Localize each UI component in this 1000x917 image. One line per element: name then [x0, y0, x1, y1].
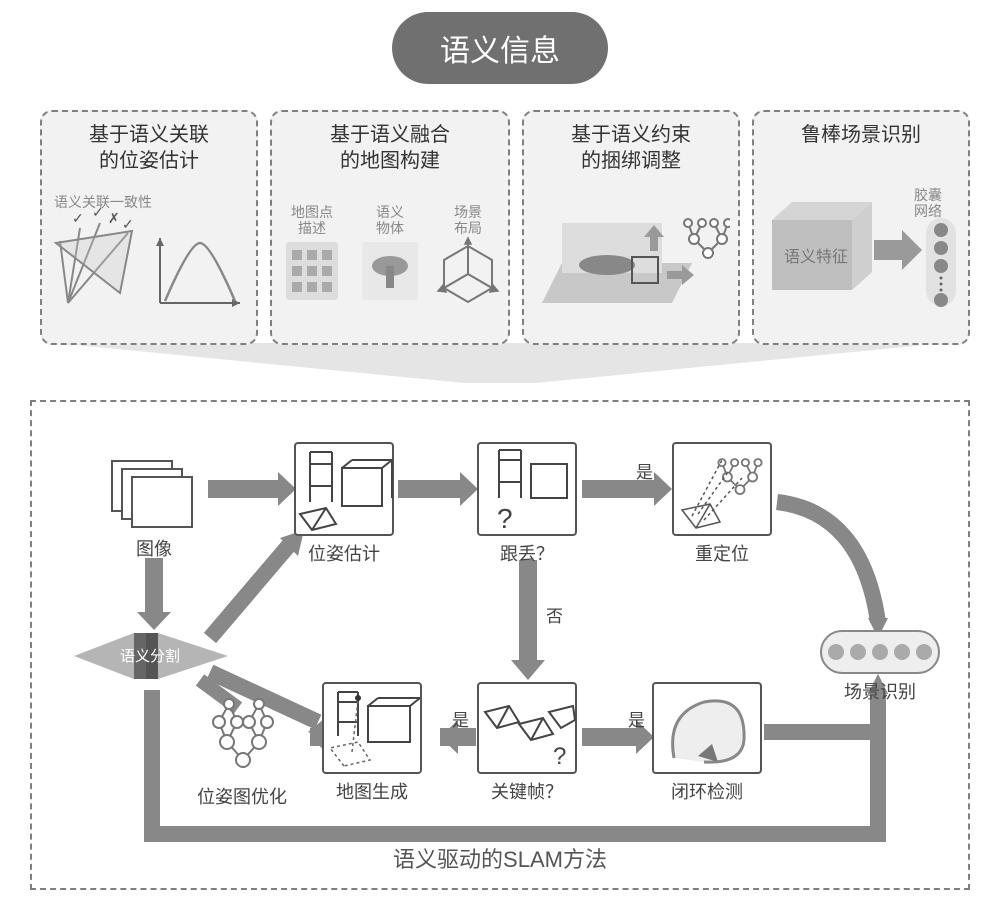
- svg-text:✓: ✓: [72, 210, 84, 226]
- node-map: 地图生成: [322, 682, 422, 804]
- node-scene-rec: 场景识别: [820, 630, 940, 704]
- lower-flowchart: 图像 语义分割 位姿估计: [30, 400, 970, 890]
- node-keyframe: ? 关键帧？: [477, 682, 577, 804]
- card-title: 基于语义约束的捆绑调整: [571, 122, 691, 174]
- svg-text:语义分割: 语义分割: [120, 648, 180, 665]
- svg-text:✗: ✗: [108, 210, 120, 226]
- node-opt: 位姿图优化: [187, 682, 297, 809]
- connector-band: [55, 343, 945, 383]
- edge-yes-3: 是: [628, 706, 645, 731]
- svg-text:?: ?: [497, 503, 513, 534]
- node-segmentation: 语义分割: [72, 627, 232, 690]
- node-image: 图像: [108, 457, 200, 561]
- svg-text:✓: ✓: [92, 204, 104, 220]
- ba-illustration: [532, 193, 730, 323]
- node-pose-estimation: 位姿估计: [294, 442, 394, 566]
- card-title: 基于语义关联的位姿估计: [89, 122, 209, 174]
- title-pill: 语义信息: [392, 12, 608, 84]
- svg-text:?: ?: [553, 743, 566, 770]
- svg-text:语义特征: 语义特征: [784, 248, 848, 266]
- edge-yes-2: 是: [452, 706, 469, 731]
- card-title: 基于语义融合的地图构建: [330, 122, 450, 174]
- node-lost: ? 跟丢？: [477, 442, 577, 566]
- card-scene-recognition: 鲁棒场景识别 语义特征 胶囊 网络: [752, 110, 970, 345]
- card-pose-estimation: 基于语义关联的位姿估计 语义关联一致性 ✓✓ ✗✓: [40, 110, 258, 345]
- node-loop: 闭环检测: [652, 682, 762, 804]
- card-title: 鲁棒场景识别: [801, 122, 921, 148]
- pose-illustration: 语义关联一致性 ✓✓ ✗✓: [50, 193, 248, 323]
- svg-text:✓: ✓: [122, 216, 134, 232]
- svg-text:网络: 网络: [914, 203, 942, 219]
- scene-rec-illustration: 语义特征 胶囊 网络: [762, 180, 960, 310]
- upper-row: 基于语义关联的位姿估计 语义关联一致性 ✓✓ ✗✓: [40, 110, 960, 345]
- arrow-icon: [874, 230, 922, 270]
- card-map-construction: 基于语义融合的地图构建 地图点描述 语义物体: [270, 110, 510, 345]
- edge-yes-1: 是: [636, 458, 653, 483]
- card-bundle-adjustment: 基于语义约束的捆绑调整: [522, 110, 740, 345]
- node-reloc: 重定位: [672, 442, 772, 566]
- bottom-caption: 语义驱动的SLAM方法: [32, 842, 968, 874]
- edge-no: 否: [546, 602, 563, 627]
- svg-text:胶囊: 胶囊: [914, 187, 942, 203]
